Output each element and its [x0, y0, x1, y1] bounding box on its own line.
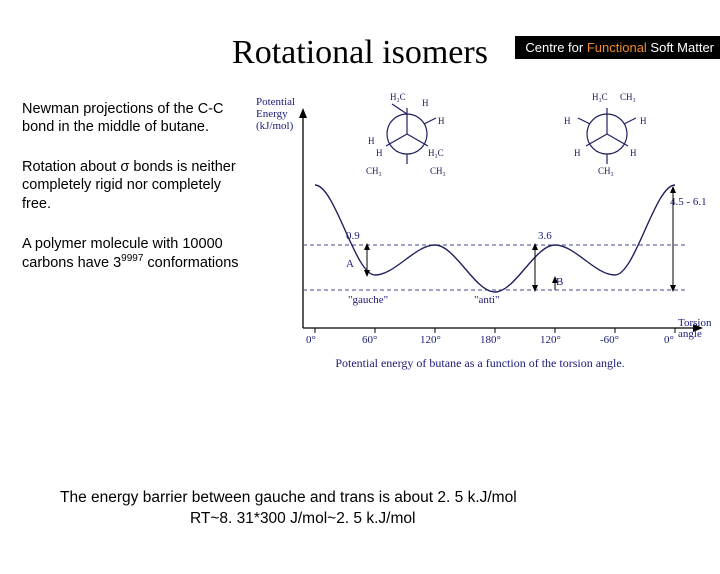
xtick-2: 120°	[420, 334, 441, 346]
bottom-line-1: The energy barrier between gauche and tr…	[60, 488, 700, 509]
content-row: Newman projections of the C-C bond in th…	[0, 100, 720, 380]
xtick-4: 120°	[540, 334, 561, 346]
label-B: B	[556, 276, 563, 288]
xtick-0: 0°	[306, 334, 316, 346]
xtick-1: 60°	[362, 334, 377, 346]
value-A: 0.9	[346, 230, 360, 242]
header-part3: Soft Matter	[650, 40, 714, 55]
header-part1: Centre for	[525, 40, 586, 55]
xtick-5: -60°	[600, 334, 619, 346]
para-3-sup: 9997	[121, 253, 143, 264]
left-column: Newman projections of the C-C bond in th…	[22, 100, 252, 380]
value-gauche: "gauche"	[348, 294, 388, 306]
header-bar: Centre for Functional Soft Matter	[515, 36, 720, 59]
para-1: Newman projections of the C-C bond in th…	[22, 100, 252, 136]
x-axis-label: Torsion angle	[678, 318, 711, 340]
chart-caption: Potential energy of butane as a function…	[252, 356, 708, 371]
xtick-3: 180°	[480, 334, 501, 346]
header-part2: Functional	[587, 40, 651, 55]
chart-area: Potential Energy (kJ/mol) H₃C H H H H H₃…	[252, 100, 708, 380]
para-2: Rotation about σ bonds is neither comple…	[22, 158, 252, 212]
label-A: A	[346, 258, 354, 270]
value-45: 4.5 - 6.1	[670, 196, 707, 208]
bottom-text: The energy barrier between gauche and tr…	[60, 488, 700, 530]
xtick-6: 0°	[664, 334, 674, 346]
bottom-line-2: RT~8. 31*300 J/mol~2. 5 k.J/mol	[60, 509, 700, 530]
value-36: 3.6	[538, 230, 552, 242]
para-3: A polymer molecule with 10000 carbons ha…	[22, 235, 252, 272]
para-3b: conformations	[143, 255, 238, 271]
value-anti: "anti"	[474, 294, 499, 306]
